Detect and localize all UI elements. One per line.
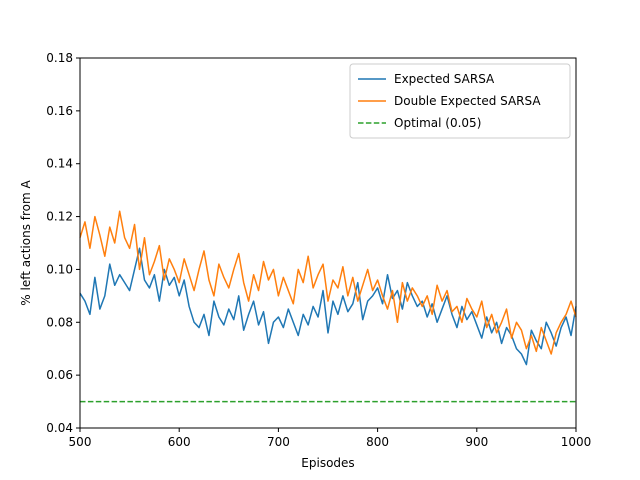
x-tick-label: 800 <box>366 435 389 449</box>
y-tick-label: 0.08 <box>46 315 73 329</box>
y-tick-label: 0.06 <box>46 368 73 382</box>
legend-label: Optimal (0.05) <box>394 116 481 130</box>
y-tick-label: 0.12 <box>46 210 73 224</box>
y-tick-label: 0.18 <box>46 51 73 65</box>
x-axis-label: Episodes <box>301 456 354 470</box>
y-tick-label: 0.16 <box>46 104 73 118</box>
x-tick-label: 1000 <box>561 435 592 449</box>
legend-label: Expected SARSA <box>394 72 495 86</box>
y-tick-label: 0.14 <box>46 157 73 171</box>
series-line <box>79 210 577 355</box>
x-tick-label: 600 <box>168 435 191 449</box>
x-tick-label: 700 <box>267 435 290 449</box>
y-tick-label: 0.10 <box>46 262 73 276</box>
series-line <box>79 247 577 366</box>
plot-frame <box>79 57 577 429</box>
legend-box <box>349 63 571 139</box>
y-axis-label: % left actions from A <box>19 180 33 306</box>
x-tick-label: 900 <box>465 435 488 449</box>
legend-label: Double Expected SARSA <box>394 94 541 108</box>
x-tick-label: 500 <box>69 435 92 449</box>
y-tick-label: 0.04 <box>46 421 73 435</box>
